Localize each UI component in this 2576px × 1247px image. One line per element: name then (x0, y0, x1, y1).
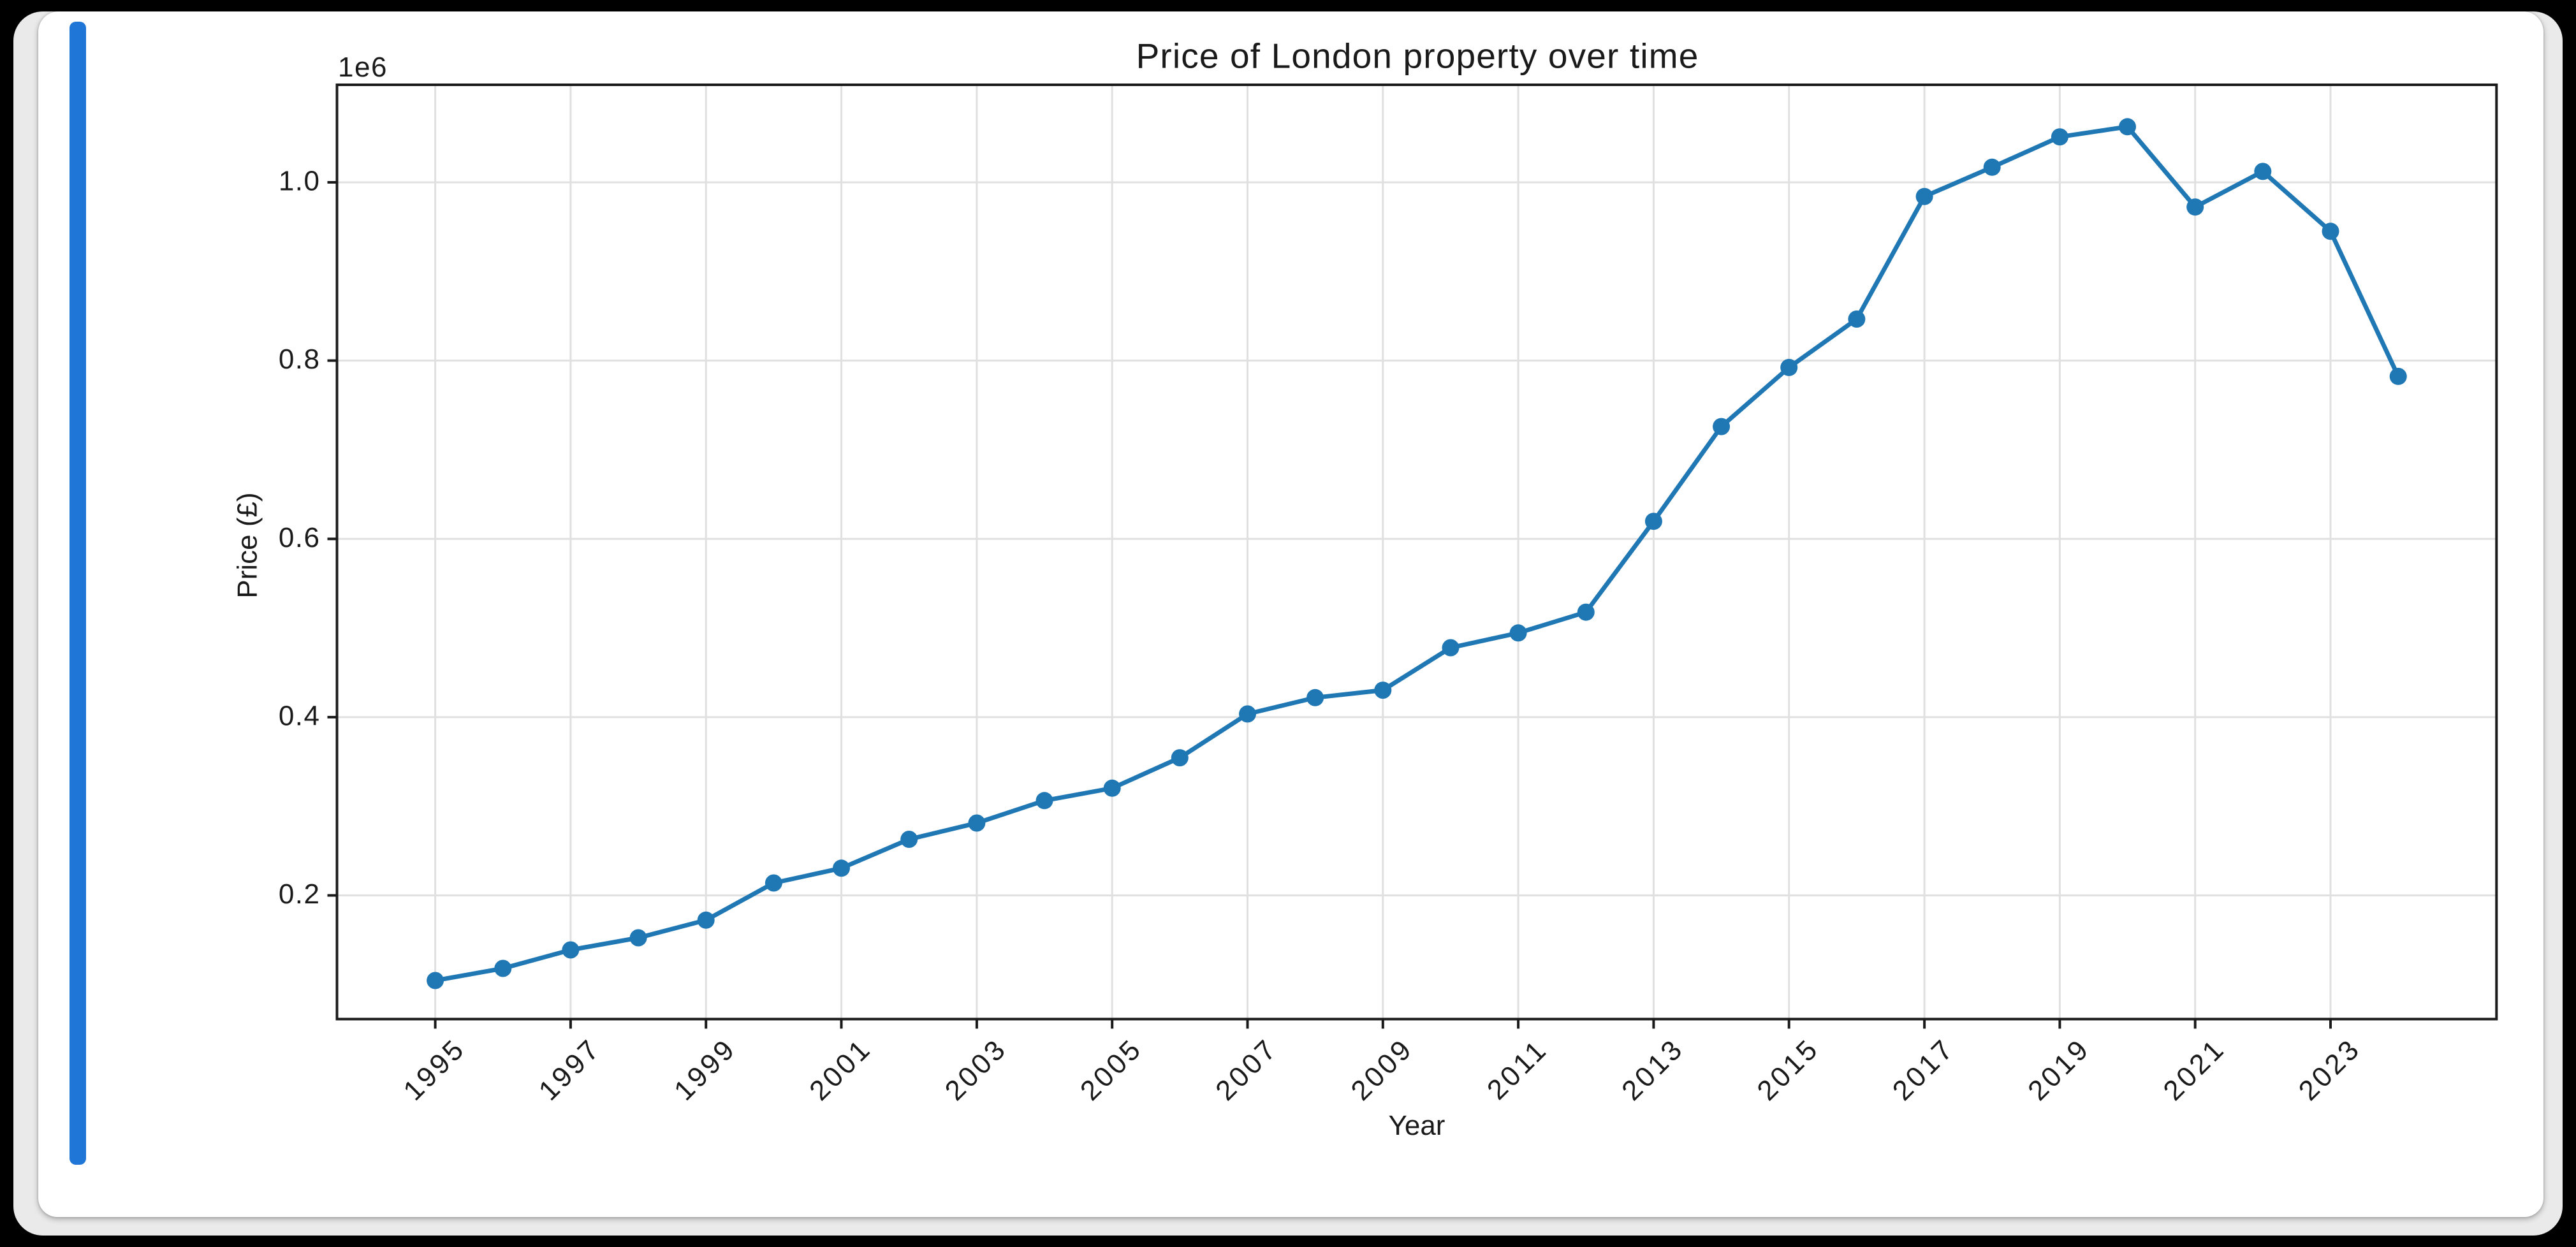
svg-text:1.0: 1.0 (279, 166, 321, 197)
svg-text:2015: 2015 (1751, 1033, 1825, 1107)
svg-text:1999: 1999 (668, 1033, 742, 1107)
svg-text:Price of London property over: Price of London property over time (1136, 36, 1699, 76)
svg-text:2007: 2007 (1210, 1033, 1284, 1107)
svg-text:0.2: 0.2 (279, 879, 321, 910)
svg-text:1997: 1997 (533, 1033, 607, 1107)
svg-text:2005: 2005 (1074, 1033, 1148, 1107)
svg-text:1e6: 1e6 (338, 52, 388, 83)
svg-text:2001: 2001 (803, 1033, 877, 1107)
svg-text:2019: 2019 (2022, 1033, 2096, 1107)
svg-text:0.6: 0.6 (279, 522, 321, 553)
svg-text:2017: 2017 (1887, 1033, 1961, 1107)
svg-text:2003: 2003 (939, 1033, 1013, 1107)
svg-text:2021: 2021 (2157, 1033, 2231, 1107)
svg-text:0.8: 0.8 (279, 344, 321, 375)
svg-text:Price (£): Price (£) (232, 492, 263, 598)
svg-text:1995: 1995 (397, 1033, 471, 1107)
svg-text:Year: Year (1389, 1110, 1445, 1141)
svg-text:2013: 2013 (1616, 1033, 1690, 1107)
svg-text:0.4: 0.4 (279, 700, 321, 731)
svg-text:2009: 2009 (1345, 1033, 1419, 1107)
svg-text:2023: 2023 (2293, 1033, 2367, 1107)
svg-text:2011: 2011 (1481, 1033, 1554, 1106)
